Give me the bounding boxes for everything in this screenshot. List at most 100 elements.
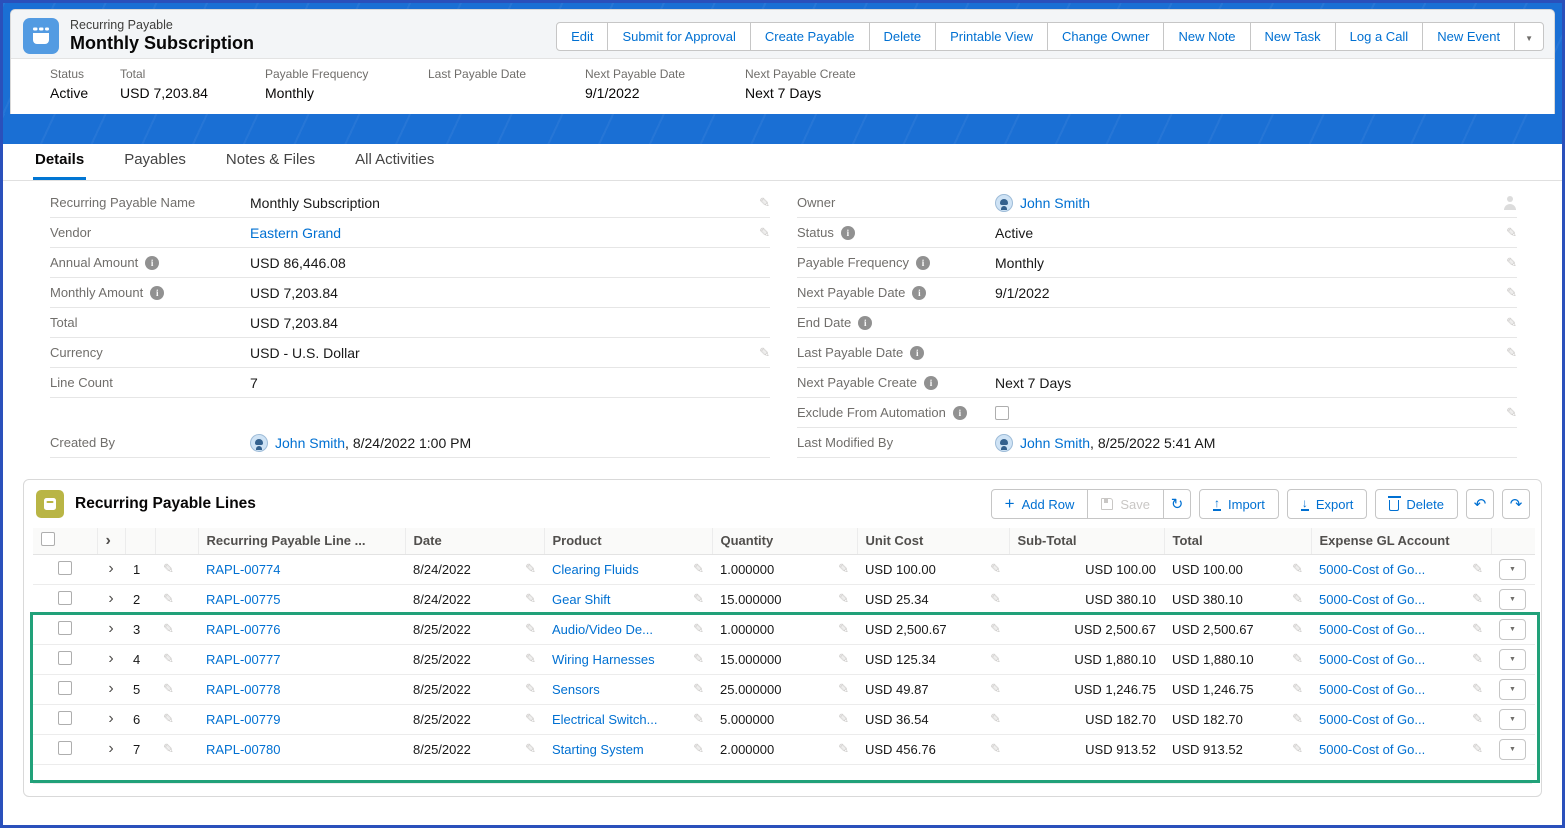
edit-pencil-icon[interactable] xyxy=(759,194,770,212)
expand-row-icon[interactable] xyxy=(108,651,113,666)
expand-row-icon[interactable] xyxy=(108,681,113,696)
edit-pencil-icon[interactable] xyxy=(1292,591,1303,607)
row-checkbox[interactable] xyxy=(58,560,72,575)
product-link[interactable]: Gear Shift xyxy=(552,591,611,607)
product-link[interactable]: Electrical Switch... xyxy=(552,711,658,727)
exclude-from-automation-checkbox[interactable] xyxy=(995,405,1009,420)
row-checkbox[interactable] xyxy=(58,710,72,725)
create-payable-button[interactable]: Create Payable xyxy=(749,21,870,51)
edit-pencil-icon[interactable] xyxy=(838,711,849,727)
edit-pencil-icon[interactable] xyxy=(990,621,1001,637)
edit-pencil-icon[interactable] xyxy=(163,741,174,756)
new-event-button[interactable]: New Event xyxy=(1422,21,1516,51)
tab-all-activities[interactable]: All Activities xyxy=(355,151,435,168)
edit-pencil-icon[interactable] xyxy=(163,681,174,696)
edit-pencil-icon[interactable] xyxy=(838,651,849,667)
column-header-product[interactable]: Product xyxy=(544,528,713,555)
info-icon[interactable] xyxy=(952,405,967,420)
info-icon[interactable] xyxy=(910,345,925,360)
line-name-link[interactable]: RAPL-00777 xyxy=(206,651,281,667)
row-checkbox[interactable] xyxy=(58,680,72,695)
row-checkbox[interactable] xyxy=(58,590,72,605)
edit-pencil-icon[interactable] xyxy=(1472,741,1483,757)
line-name-link[interactable]: RAPL-00776 xyxy=(206,621,281,637)
expense-gl-account-link[interactable]: 5000-Cost of Go... xyxy=(1319,741,1426,757)
edit-pencil-icon[interactable] xyxy=(1506,404,1517,422)
edit-pencil-icon[interactable] xyxy=(759,224,770,242)
edit-pencil-icon[interactable] xyxy=(1472,561,1483,577)
edit-pencil-icon[interactable] xyxy=(525,711,536,727)
log-a-call-button[interactable]: Log a Call xyxy=(1334,21,1424,51)
new-note-button[interactable]: New Note xyxy=(1163,21,1251,51)
select-all-checkbox[interactable] xyxy=(41,532,55,547)
edit-pencil-icon[interactable] xyxy=(990,741,1001,757)
edit-pencil-icon[interactable] xyxy=(1292,711,1303,727)
info-icon[interactable] xyxy=(912,285,927,300)
import-button[interactable]: ↑ Import xyxy=(1199,489,1279,519)
edit-pencil-icon[interactable] xyxy=(163,711,174,726)
submit-for-approval-button[interactable]: Submit for Approval xyxy=(607,21,751,51)
row-actions-dropdown-button[interactable] xyxy=(1499,618,1526,640)
delete-rows-button[interactable]: Delete xyxy=(1375,489,1458,519)
undo-button[interactable] xyxy=(1466,489,1494,519)
column-header-date[interactable]: Date xyxy=(405,528,545,555)
tab-payables[interactable]: Payables xyxy=(124,151,186,168)
edit-pencil-icon[interactable] xyxy=(525,561,536,577)
edit-pencil-icon[interactable] xyxy=(1472,651,1483,667)
refresh-button[interactable] xyxy=(1163,489,1191,519)
owner-user-link[interactable]: John Smith xyxy=(1020,194,1091,211)
new-task-button[interactable]: New Task xyxy=(1249,21,1336,51)
expand-all-icon[interactable] xyxy=(106,533,111,548)
edit-pencil-icon[interactable] xyxy=(693,651,704,667)
row-actions-dropdown-button[interactable] xyxy=(1499,558,1526,580)
info-icon[interactable] xyxy=(840,225,855,240)
created-by-user-link[interactable]: John Smith xyxy=(275,434,346,451)
expense-gl-account-link[interactable]: 5000-Cost of Go... xyxy=(1319,711,1426,727)
edit-pencil-icon[interactable] xyxy=(1506,254,1517,272)
edit-pencil-icon[interactable] xyxy=(1472,621,1483,637)
change-owner-icon[interactable] xyxy=(1503,195,1517,210)
column-header-name[interactable]: Recurring Payable Line ... xyxy=(198,528,406,555)
add-row-button[interactable]: Add Row xyxy=(990,489,1089,519)
edit-pencil-icon[interactable] xyxy=(759,344,770,362)
info-icon[interactable] xyxy=(145,255,160,270)
product-link[interactable]: Starting System xyxy=(552,741,644,757)
expand-row-icon[interactable] xyxy=(108,711,113,726)
column-header-expense-gl-account[interactable]: Expense GL Account xyxy=(1311,528,1492,555)
row-actions-dropdown-button[interactable] xyxy=(1499,708,1526,730)
edit-pencil-icon[interactable] xyxy=(990,711,1001,727)
edit-pencil-icon[interactable] xyxy=(693,591,704,607)
product-link[interactable]: Sensors xyxy=(552,681,600,697)
printable-view-button[interactable]: Printable View xyxy=(935,21,1048,51)
edit-pencil-icon[interactable] xyxy=(990,651,1001,667)
edit-pencil-icon[interactable] xyxy=(693,741,704,757)
column-header-unit-cost[interactable]: Unit Cost xyxy=(857,528,1010,555)
edit-pencil-icon[interactable] xyxy=(1472,591,1483,607)
edit-pencil-icon[interactable] xyxy=(163,561,174,576)
edit-pencil-icon[interactable] xyxy=(838,741,849,757)
line-name-link[interactable]: RAPL-00780 xyxy=(206,741,281,757)
edit-pencil-icon[interactable] xyxy=(838,681,849,697)
info-icon[interactable] xyxy=(923,375,938,390)
edit-pencil-icon[interactable] xyxy=(1506,314,1517,332)
edit-pencil-icon[interactable] xyxy=(1472,681,1483,697)
edit-pencil-icon[interactable] xyxy=(1292,681,1303,697)
expand-row-icon[interactable] xyxy=(108,591,113,606)
expense-gl-account-link[interactable]: 5000-Cost of Go... xyxy=(1319,681,1426,697)
edit-pencil-icon[interactable] xyxy=(163,591,174,606)
info-icon[interactable] xyxy=(150,285,165,300)
row-checkbox[interactable] xyxy=(58,650,72,665)
edit-pencil-icon[interactable] xyxy=(525,591,536,607)
edit-pencil-icon[interactable] xyxy=(1292,651,1303,667)
expand-row-icon[interactable] xyxy=(108,561,113,576)
column-header-quantity[interactable]: Quantity xyxy=(712,528,858,555)
row-actions-dropdown-button[interactable] xyxy=(1499,738,1526,760)
edit-pencil-icon[interactable] xyxy=(525,681,536,697)
edit-pencil-icon[interactable] xyxy=(1292,741,1303,757)
more-actions-dropdown-button[interactable] xyxy=(1514,21,1544,51)
expense-gl-account-link[interactable]: 5000-Cost of Go... xyxy=(1319,621,1426,637)
row-checkbox[interactable] xyxy=(58,740,72,755)
expense-gl-account-link[interactable]: 5000-Cost of Go... xyxy=(1319,591,1426,607)
row-checkbox[interactable] xyxy=(58,620,72,635)
tab-notes-files[interactable]: Notes & Files xyxy=(225,151,316,168)
